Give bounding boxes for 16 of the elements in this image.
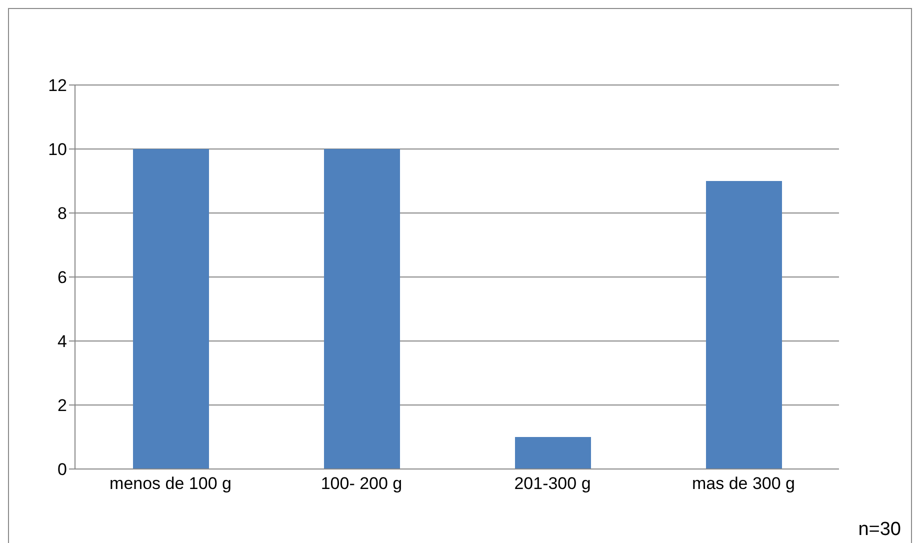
bar — [515, 437, 591, 469]
x-tick-label: menos de 100 g — [110, 474, 232, 494]
bar — [706, 181, 782, 469]
y-tick-label: 12 — [48, 76, 67, 96]
bar — [133, 149, 209, 469]
y-tick-label: 6 — [58, 268, 67, 288]
x-tick-label: 100- 200 g — [320, 474, 402, 494]
x-tick-label: mas de 300 g — [692, 474, 796, 494]
y-tick-label: 0 — [58, 460, 67, 480]
bar — [324, 149, 400, 469]
x-tick-label: 201-300 g — [514, 474, 591, 494]
text: n=30 — [858, 519, 901, 541]
y-tick-label: 2 — [58, 396, 67, 416]
y-tick-label: 4 — [58, 332, 67, 352]
y-tick-label: 10 — [48, 140, 67, 160]
y-tick-label: 8 — [58, 204, 67, 224]
